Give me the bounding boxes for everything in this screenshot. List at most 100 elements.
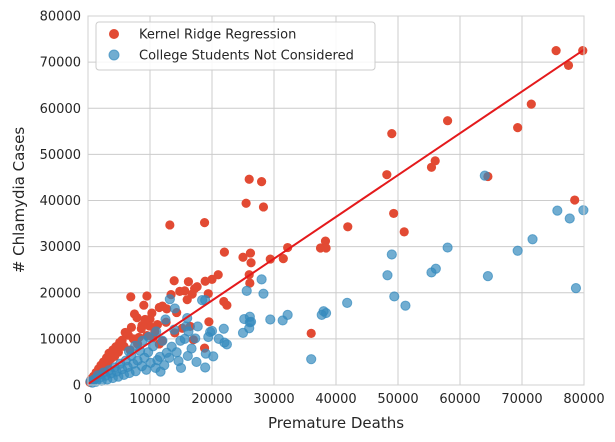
data-point xyxy=(570,283,582,294)
data-point xyxy=(316,309,327,320)
data-point xyxy=(382,270,393,281)
data-point xyxy=(182,295,192,305)
data-point xyxy=(157,335,168,346)
y-tick-label: 30000 xyxy=(40,240,81,255)
data-point xyxy=(321,243,331,253)
data-point xyxy=(343,222,353,232)
data-point xyxy=(208,351,219,362)
data-point xyxy=(241,285,252,297)
data-point xyxy=(479,170,490,181)
data-point xyxy=(151,326,162,337)
series-college-students-not-considered xyxy=(85,170,589,388)
data-point xyxy=(399,227,409,237)
data-point xyxy=(137,335,148,346)
data-point xyxy=(154,302,164,313)
x-tick-label: 60000 xyxy=(439,392,480,407)
data-point xyxy=(199,218,210,228)
data-point xyxy=(258,202,269,212)
data-point xyxy=(238,252,248,262)
x-tick-label: 0 xyxy=(84,392,92,407)
data-point xyxy=(147,308,157,318)
data-point xyxy=(183,277,194,287)
data-point xyxy=(387,129,397,139)
data-point xyxy=(237,327,249,338)
data-point xyxy=(512,245,523,256)
y-tick-label: 40000 xyxy=(40,194,81,209)
data-point xyxy=(182,350,193,362)
data-point xyxy=(306,354,317,365)
data-point xyxy=(213,333,224,344)
x-tick-label: 70000 xyxy=(501,392,542,407)
data-point xyxy=(218,323,229,334)
data-point xyxy=(400,300,411,311)
data-point xyxy=(203,331,214,343)
data-point xyxy=(443,116,453,126)
x-tick-label: 10000 xyxy=(129,392,170,407)
data-point xyxy=(551,45,561,56)
legend-marker-kernel-ridge-regression xyxy=(109,29,119,39)
data-point xyxy=(200,276,210,286)
y-tick-label: 0 xyxy=(73,379,81,394)
data-point xyxy=(175,362,187,374)
data-point xyxy=(192,321,203,332)
data-point xyxy=(306,328,316,338)
data-point xyxy=(278,254,288,264)
data-point xyxy=(204,317,214,327)
data-point xyxy=(244,174,254,184)
data-point xyxy=(382,170,392,180)
data-point xyxy=(265,254,275,264)
tick-labels: 0 10000 20000 30000 40000 50000 60000 70000 8000… xyxy=(40,10,605,408)
legend-label-college-students-not-considered: College Students Not Considered xyxy=(139,49,354,64)
data-point xyxy=(342,297,353,308)
data-point xyxy=(426,162,437,172)
y-tick-label: 70000 xyxy=(40,56,81,71)
data-point xyxy=(246,258,256,268)
y-tick-label: 60000 xyxy=(40,102,81,117)
data-point xyxy=(142,291,152,301)
data-point xyxy=(265,314,276,325)
data-point xyxy=(320,236,331,246)
data-point xyxy=(169,276,179,286)
plot-frame xyxy=(87,15,585,386)
data-point xyxy=(245,278,255,288)
data-point xyxy=(165,220,175,230)
y-tick-label: 50000 xyxy=(40,148,81,163)
data-point xyxy=(175,286,185,296)
data-point xyxy=(526,99,536,109)
legend-box xyxy=(95,21,376,71)
y-tick-label: 80000 xyxy=(40,10,81,25)
data-point xyxy=(190,333,201,344)
data-point xyxy=(219,296,229,307)
data-point xyxy=(196,295,208,306)
data-point xyxy=(175,335,186,346)
data-point xyxy=(155,366,166,377)
data-point xyxy=(389,208,399,219)
regression-fit-line xyxy=(87,48,585,385)
data-point xyxy=(564,213,575,224)
data-point xyxy=(513,123,523,133)
data-point xyxy=(389,291,400,302)
data-point xyxy=(527,234,538,245)
data-point xyxy=(570,195,580,205)
data-point xyxy=(200,362,211,373)
data-point xyxy=(126,292,136,302)
data-point xyxy=(241,198,251,208)
data-point xyxy=(563,60,574,70)
data-point xyxy=(191,356,202,368)
data-point xyxy=(219,247,229,257)
data-point xyxy=(277,315,288,326)
data-point xyxy=(386,249,397,260)
data-point xyxy=(140,314,150,325)
y-tick-label: 20000 xyxy=(40,286,81,301)
x-tick-label: 20000 xyxy=(191,392,232,407)
x-tick-label: 80000 xyxy=(563,392,604,407)
data-point xyxy=(129,309,140,319)
data-point xyxy=(578,205,589,216)
data-point xyxy=(239,313,250,325)
data-point xyxy=(552,205,563,216)
legend-marker-college-students-not-considered xyxy=(108,49,120,61)
data-point xyxy=(139,300,149,310)
data-point xyxy=(169,303,180,314)
data-point xyxy=(180,321,192,332)
